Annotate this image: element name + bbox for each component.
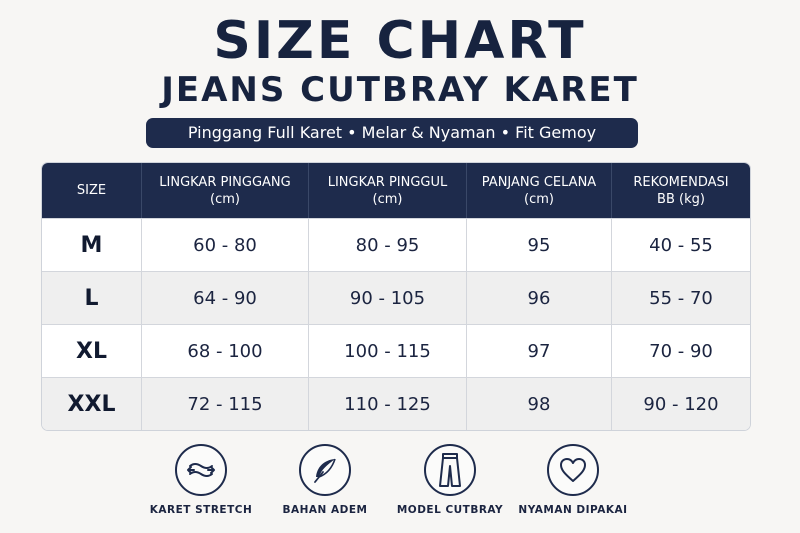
table-header-row: SIZE LINGKAR PINGGANG (cm) LINGKAR PINGG…: [42, 163, 750, 218]
feature-karet-stretch: KARET STRETCH: [131, 444, 271, 516]
waist-cell: 68 - 100: [142, 325, 309, 377]
jeans-icon: [424, 444, 476, 496]
tagline-banner: Pinggang Full Karet • Melar & Nyaman • F…: [146, 118, 638, 148]
header-waist-label: LINGKAR PINGGANG: [159, 174, 291, 190]
waist-cell: 60 - 80: [142, 219, 309, 271]
length-cell: 97: [467, 325, 612, 377]
feature-model-cutbray: MODEL CUTBRAY: [380, 444, 520, 516]
table-row: XL 68 - 100 100 - 115 97 70 - 90: [42, 324, 750, 377]
header-weight-label: REKOMENDASI: [633, 174, 729, 190]
table-row: M 60 - 80 80 - 95 95 40 - 55: [42, 218, 750, 271]
header-size-label: SIZE: [76, 183, 107, 198]
header-weight-unit: BB (kg): [657, 191, 705, 207]
header-hip: LINGKAR PINGGUL (cm): [309, 163, 467, 218]
size-cell: M: [42, 219, 142, 271]
header-length: PANJANG CELANA (cm): [467, 163, 612, 218]
feature-bahan-adem: BAHAN ADEM: [255, 444, 395, 516]
table-row: XXL 72 - 115 110 - 125 98 90 - 120: [42, 377, 750, 430]
feature-label: BAHAN ADEM: [282, 504, 368, 516]
size-cell: XL: [42, 325, 142, 377]
table-row: L 64 - 90 90 - 105 96 55 - 70: [42, 271, 750, 324]
header-size: SIZE: [42, 163, 142, 218]
weight-cell: 40 - 55: [649, 234, 713, 256]
feature-icons-row: KARET STRETCH BAHAN ADEM MODEL CUTBRAY N…: [0, 444, 800, 524]
header-length-unit: (cm): [524, 191, 554, 207]
heart-icon: [547, 444, 599, 496]
header-weight: REKOMENDASI BB (kg): [612, 163, 750, 218]
weight-cell: 55 - 70: [649, 287, 713, 309]
waist-cell: 72 - 115: [142, 378, 309, 430]
size-table: SIZE LINGKAR PINGGANG (cm) LINGKAR PINGG…: [41, 162, 751, 431]
page-title: SIZE CHART: [213, 11, 587, 71]
hip-cell: 110 - 125: [309, 378, 467, 430]
feature-label: KARET STRETCH: [149, 504, 253, 516]
feature-label: NYAMAN DIPAKAI: [518, 504, 628, 516]
hip-cell: 80 - 95: [309, 219, 467, 271]
weight-cell: 70 - 90: [649, 340, 713, 362]
length-cell: 95: [467, 219, 612, 271]
feather-icon: [299, 444, 351, 496]
header-hip-label: LINGKAR PINGGUL: [327, 174, 448, 190]
weight-cell: 90 - 120: [643, 393, 719, 415]
hip-cell: 100 - 115: [309, 325, 467, 377]
header-waist-unit: (cm): [210, 191, 240, 207]
header-waist: LINGKAR PINGGANG (cm): [142, 163, 309, 218]
length-cell: 98: [467, 378, 612, 430]
header-hip-unit: (cm): [372, 191, 403, 207]
hip-cell: 90 - 105: [309, 272, 467, 324]
product-subtitle: JEANS CUTBRAY KARET: [161, 70, 639, 110]
size-cell: XXL: [42, 378, 142, 430]
header-length-label: PANJANG CELANA: [481, 174, 597, 190]
stretch-arrows-icon: [175, 444, 227, 496]
size-cell: L: [42, 272, 142, 324]
feature-label: MODEL CUTBRAY: [396, 504, 504, 516]
feature-nyaman-dipakai: NYAMAN DIPAKAI: [503, 444, 643, 516]
length-cell: 96: [467, 272, 612, 324]
waist-cell: 64 - 90: [142, 272, 309, 324]
